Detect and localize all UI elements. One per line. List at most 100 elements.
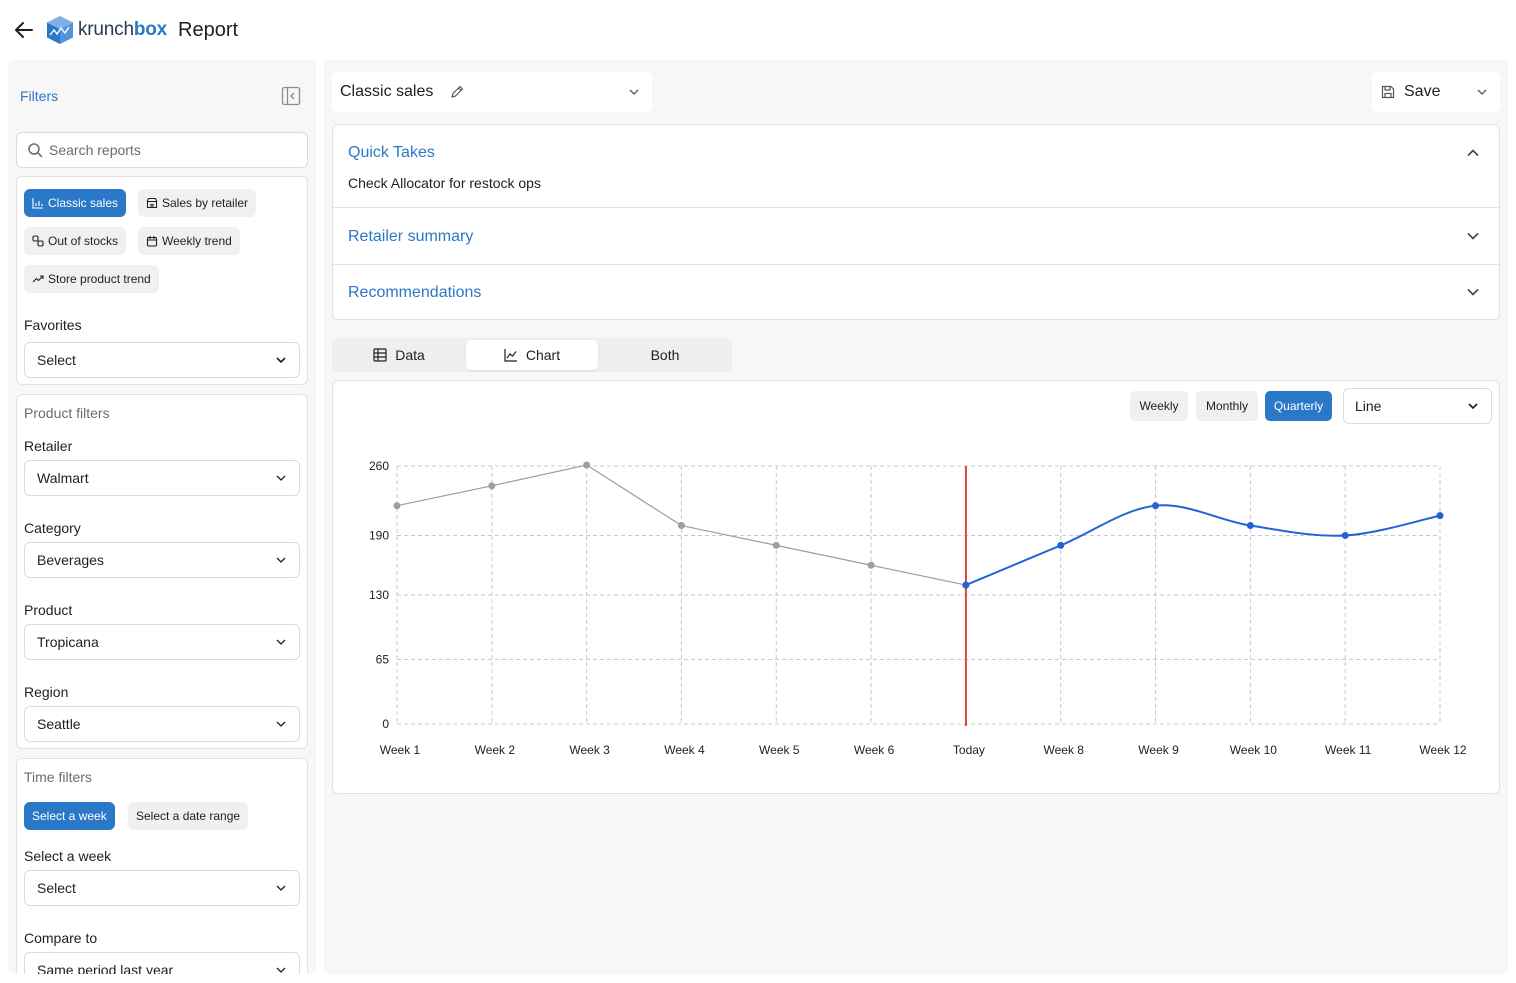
chart-type-select[interactable]: Line: [1343, 388, 1492, 424]
search-reports[interactable]: [16, 132, 308, 168]
report-name: Classic sales: [340, 83, 434, 100]
report-chip-store-product-trend[interactable]: Store product trend: [24, 265, 159, 293]
krunchbox-cube-icon: [47, 16, 73, 44]
x-tick-label: Week 8: [1043, 743, 1084, 757]
calendar-icon: [146, 236, 158, 247]
forecast-data-point: [1057, 541, 1065, 549]
history-data-point: [772, 541, 780, 549]
category-select[interactable]: Beverages: [24, 542, 300, 578]
history-data-point: [583, 461, 591, 469]
bar-chart-icon: [32, 198, 43, 209]
logo[interactable]: krunchbox: [46, 15, 167, 45]
accordion-title: Retailer summary: [348, 228, 474, 245]
x-tick-label: Week 3: [569, 743, 610, 757]
product-filters-card: Product filters Retailer Walmart Categor…: [16, 394, 308, 749]
x-tick-label: Week 9: [1138, 743, 1179, 757]
filters-sidebar: Filters Classic sales Sales by retailer …: [8, 60, 316, 974]
back-arrow-icon[interactable]: [12, 18, 36, 42]
chevron-down-icon[interactable]: [1465, 284, 1481, 300]
history-data-point: [393, 502, 401, 510]
search-icon: [28, 143, 43, 158]
chevron-down-icon: [276, 885, 286, 891]
history-data-point: [867, 561, 875, 569]
report-presets-card: Classic sales Sales by retailer Out of s…: [16, 176, 308, 385]
top-bar: krunchbox Report: [0, 0, 1516, 60]
region-select[interactable]: Seattle: [24, 706, 300, 742]
chevron-down-icon: [1468, 403, 1478, 410]
time-filters-card: Time filters Select a week Select a date…: [16, 758, 308, 974]
chevron-up-icon[interactable]: [1465, 145, 1481, 161]
product-select[interactable]: Tropicana: [24, 624, 300, 660]
search-input[interactable]: [49, 142, 289, 158]
y-tick-label: 260: [369, 459, 389, 473]
tab-chart[interactable]: Chart: [466, 340, 598, 370]
select-a-week-toggle[interactable]: Select a week: [24, 802, 115, 830]
sales-line-chart: 0 65 130 190 260 Week 1 Week 2 Week 3 Week 4 Week…: [369, 459, 1467, 757]
chevron-down-icon: [629, 89, 639, 95]
report-chip-classic-sales[interactable]: Classic sales: [24, 189, 127, 217]
trend-icon: [32, 275, 44, 283]
accordion-retailer-summary[interactable]: Retailer summary: [333, 208, 1499, 265]
retailer-select[interactable]: Walmart: [24, 460, 300, 496]
category-label: Category: [24, 520, 81, 536]
forecast-data-point: [1341, 531, 1349, 539]
table-icon: [373, 348, 387, 362]
report-chip-weekly-trend[interactable]: Weekly trend: [138, 227, 240, 255]
period-weekly-button[interactable]: Weekly: [1130, 391, 1188, 421]
chevron-down-icon: [276, 639, 286, 645]
page-title: Report: [178, 19, 239, 41]
forecast-data-point: [1246, 522, 1254, 530]
x-tick-label: Week 6: [854, 743, 895, 757]
accordion-title: Recommendations: [348, 284, 482, 301]
chevron-down-icon[interactable]: [1476, 86, 1488, 98]
x-tick-label: Week 1: [380, 743, 421, 757]
y-tick-label: 65: [376, 653, 390, 667]
collapse-sidebar-icon[interactable]: [281, 86, 301, 106]
chevron-down-icon[interactable]: [1465, 228, 1481, 244]
tab-data[interactable]: Data: [334, 340, 464, 370]
chevron-down-icon: [276, 557, 286, 563]
product-filters-title: Product filters: [24, 405, 110, 421]
chevron-down-icon: [276, 357, 286, 364]
region-label: Region: [24, 684, 69, 700]
x-tick-label: Week 11: [1325, 743, 1372, 757]
line-chart-icon: [504, 349, 517, 362]
logo-wordmark: krunchbox: [78, 19, 168, 40]
period-quarterly-button[interactable]: Quarterly: [1265, 391, 1332, 421]
history-data-point: [677, 522, 685, 530]
chevron-down-icon: [276, 475, 286, 481]
compare-to-select[interactable]: Same period last year: [24, 952, 300, 974]
retailer-label: Retailer: [24, 438, 73, 454]
chart-card: 0 65 130 190 260 Week 1 Week 2 Week 3 Week 4 Week…: [332, 380, 1500, 794]
store-icon: [146, 197, 158, 209]
chevron-down-icon: [276, 721, 286, 727]
accordion-quick-takes[interactable]: Quick Takes Check Allocator for restock …: [333, 125, 1499, 208]
x-tick-label: Week 2: [475, 743, 516, 757]
tab-both[interactable]: Both: [650, 347, 680, 363]
time-filters-title: Time filters: [24, 769, 92, 785]
report-name-select[interactable]: Classic sales: [332, 72, 652, 112]
period-monthly-button[interactable]: Monthly: [1196, 391, 1258, 421]
favorites-select[interactable]: Select: [24, 342, 300, 378]
pencil-icon[interactable]: [449, 84, 465, 100]
x-tick-label: Week 12: [1419, 743, 1466, 757]
sidebar-title: Filters: [20, 88, 59, 104]
favorites-label: Favorites: [24, 317, 82, 333]
accordion-recommendations[interactable]: Recommendations: [333, 265, 1499, 320]
report-chip-out-of-stocks[interactable]: Out of stocks: [24, 227, 127, 255]
x-tick-label: Week 4: [664, 743, 705, 757]
y-tick-label: 190: [369, 528, 389, 542]
week-select[interactable]: Select: [24, 870, 300, 906]
history-data-point: [488, 482, 496, 490]
quick-takes-text: Check Allocator for restock ops: [348, 175, 541, 191]
x-tick-label: Week 10: [1230, 743, 1277, 757]
select-date-range-toggle[interactable]: Select a date range: [128, 802, 249, 830]
chevron-down-icon: [276, 967, 286, 973]
report-chip-sales-by-retailer[interactable]: Sales by retailer: [138, 189, 257, 217]
y-tick-label: 130: [369, 588, 389, 602]
product-label: Product: [24, 602, 73, 618]
report-main: Classic sales Save Quick Takes Check All…: [324, 60, 1508, 974]
save-button[interactable]: Save: [1372, 72, 1500, 112]
forecast-data-point: [962, 581, 970, 589]
forecast-data-point: [1152, 502, 1160, 510]
